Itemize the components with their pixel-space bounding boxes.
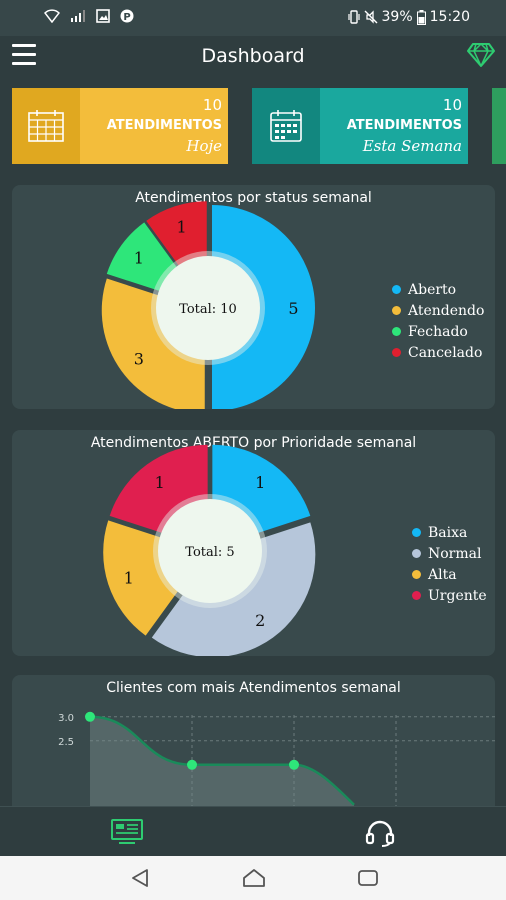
slice-value-label: 1 [134, 249, 144, 268]
legend-label: Baixa [428, 524, 468, 541]
legend-dot [412, 549, 421, 558]
status-pie-chart: 5 3 1 1 Total: 10 [101, 201, 315, 409]
hamburger-menu-icon[interactable] [12, 44, 36, 66]
summary-count: 10 [202, 96, 222, 114]
priority-pie-chart: 1 2 1 1 Total: 5 [103, 444, 316, 656]
legend-item: Alta [412, 564, 487, 585]
signal-icon [71, 10, 85, 22]
summary-period: Esta Semana [362, 137, 462, 155]
calendar-grid-icon [12, 88, 80, 164]
page-title: Dashboard [201, 45, 305, 67]
legend-dot [392, 285, 401, 294]
legend-dot [392, 306, 401, 315]
data-point [289, 759, 299, 770]
slice-value-label: 5 [288, 299, 298, 318]
chart-title: Atendimentos ABERTO por Prioridade seman… [90, 435, 417, 451]
slice-value-label: 3 [134, 349, 144, 368]
legend-label: Atendendo [408, 302, 485, 319]
slice-value-label: 1 [176, 218, 186, 237]
clock: 15:20 [429, 9, 470, 25]
summary-label: ATENDIMENTOS [106, 118, 222, 133]
headset-icon[interactable] [364, 819, 396, 847]
app-bar: Dashboard [0, 36, 506, 78]
mute-icon [364, 10, 378, 24]
system-nav-bar [0, 856, 506, 900]
data-point [187, 759, 197, 770]
legend-dot [392, 327, 401, 336]
app-p-icon: P [120, 9, 134, 23]
home-icon[interactable] [242, 868, 266, 888]
legend-item: Urgente [412, 585, 487, 606]
legend-dot [392, 348, 401, 357]
legend-item: Normal [412, 543, 487, 564]
slice-value-label: 1 [255, 473, 265, 492]
summary-card-next-peek[interactable] [492, 88, 506, 164]
summary-period: Hoje [186, 137, 222, 155]
pie-slice [212, 205, 315, 409]
legend-item: Atendendo [392, 300, 484, 321]
status-legend: Aberto Atendendo Fechado Cancelado [392, 279, 484, 363]
slice-value-label: 1 [124, 568, 134, 587]
bottom-nav [0, 806, 506, 856]
battery-percent: 39% [381, 9, 413, 25]
summary-card-week[interactable]: 10 ATENDIMENTOS Esta Semana [252, 88, 468, 164]
calendar-week-icon [252, 88, 320, 164]
donut-center [156, 256, 260, 360]
donut-total-label: Total: 10 [179, 302, 237, 317]
legend-label: Alta [428, 566, 457, 583]
legend-dot [412, 570, 421, 579]
slice-value-label: 1 [155, 473, 165, 492]
legend-dot [412, 591, 421, 600]
summary-card-today[interactable]: 10 ATENDIMENTOS Hoje [12, 88, 228, 164]
legend-item: Cancelado [392, 342, 484, 363]
slice-value-label: 2 [255, 611, 265, 630]
image-icon [96, 9, 110, 23]
legend-item: Aberto [392, 279, 484, 300]
summary-cards: 10 ATENDIMENTOS Hoje 10 ATENDIMENTOS Est… [12, 88, 506, 164]
status-bar: P 39% 15:20 [0, 0, 506, 36]
recents-icon[interactable] [357, 869, 379, 887]
vibrate-icon [347, 10, 360, 24]
status-chart-card: Atendimentos por status semanal 5 3 1 1 Tota… [12, 185, 495, 409]
data-point [85, 711, 95, 722]
legend-label: Cancelado [408, 344, 483, 361]
battery-icon [416, 9, 426, 25]
series-line [89, 715, 355, 806]
y-tick-label: 3.0 [58, 713, 74, 724]
legend-label: Normal [428, 545, 482, 562]
clients-line-chart: 3.0 2.5 [58, 711, 495, 815]
summary-count: 10 [442, 96, 462, 114]
donut-center [158, 499, 262, 603]
back-triangle-icon[interactable] [130, 869, 150, 887]
y-tick-label: 2.5 [58, 737, 74, 748]
priority-legend: Baixa Normal Alta Urgente [412, 522, 487, 606]
status-icons-right: 39% 15:20 [347, 9, 470, 25]
priority-chart-card: Atendimentos ABERTO por Prioridade seman… [12, 430, 495, 656]
diamond-icon[interactable] [466, 42, 496, 68]
dashboard-icon[interactable] [111, 819, 143, 845]
svg-text:P: P [123, 12, 130, 23]
legend-label: Fechado [408, 323, 468, 340]
clients-chart-card: Clientes com mais Atendimentos semanal 3… [12, 675, 495, 815]
status-icons-left: P [44, 9, 134, 23]
legend-label: Aberto [408, 281, 457, 298]
chart-title: Clientes com mais Atendimentos semanal [106, 680, 401, 696]
summary-label: ATENDIMENTOS [346, 118, 462, 133]
legend-item: Fechado [392, 321, 484, 342]
legend-item: Baixa [412, 522, 487, 543]
wifi-icon [44, 9, 60, 23]
legend-label: Urgente [428, 587, 487, 604]
donut-total-label: Total: 5 [185, 545, 234, 560]
legend-dot [412, 528, 421, 537]
